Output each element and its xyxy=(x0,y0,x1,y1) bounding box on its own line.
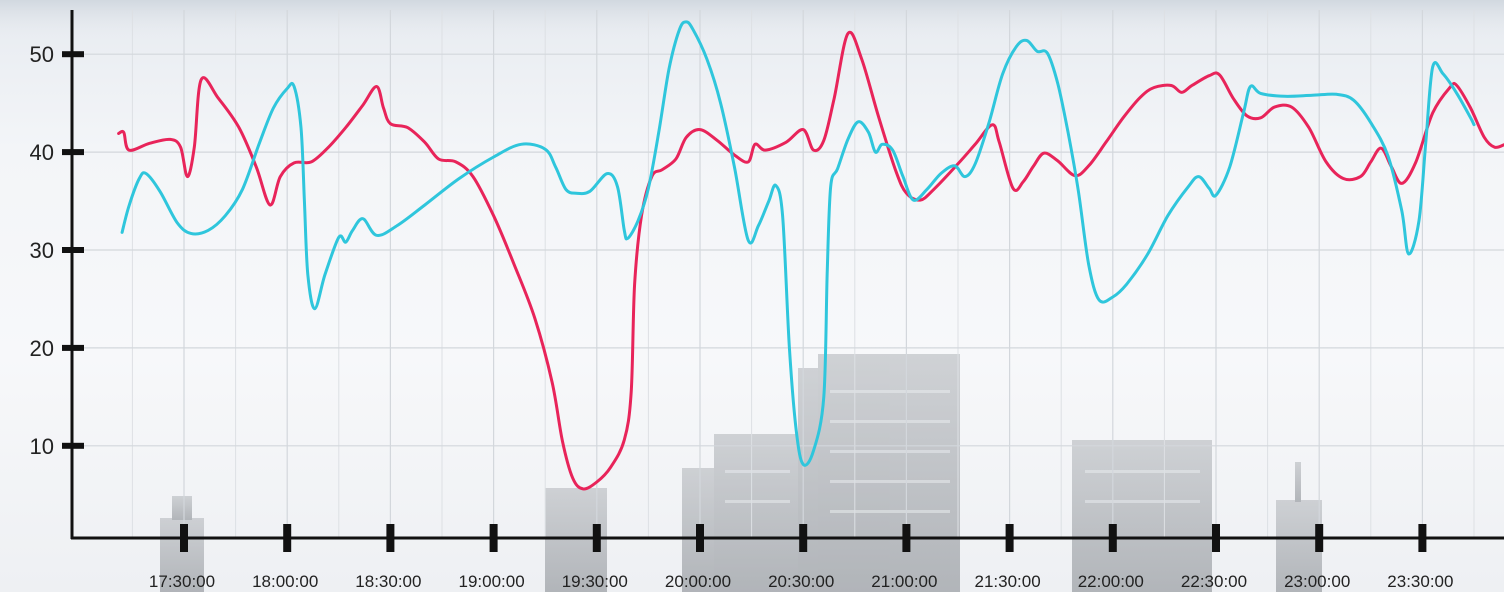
x-tick-label: 20:30:00 xyxy=(768,572,834,591)
x-tick-label: 21:30:00 xyxy=(975,572,1041,591)
x-tick-label: 23:30:00 xyxy=(1387,572,1453,591)
y-axis-ticks: 10 20 30 40 50 xyxy=(30,42,84,459)
x-tick-label: 19:30:00 xyxy=(562,572,628,591)
series-line-2 xyxy=(120,20,1476,467)
x-tick-label: 22:30:00 xyxy=(1181,572,1247,591)
x-tick-mark xyxy=(1315,524,1324,552)
x-tick-mark xyxy=(1108,524,1117,552)
y-tick-mark xyxy=(62,247,84,253)
y-tick-label: 50 xyxy=(30,42,54,67)
y-tick-label: 30 xyxy=(30,238,54,263)
x-tick-label: 21:00:00 xyxy=(871,572,937,591)
y-tick-mark xyxy=(62,149,84,156)
x-tick-label: 20:00:00 xyxy=(665,572,731,591)
x-tick-mark xyxy=(1418,524,1427,552)
x-tick-label: 17:30:00 xyxy=(149,572,215,591)
x-tick-mark xyxy=(180,524,188,552)
y-tick-label: 10 xyxy=(30,434,54,459)
x-axis-ticks: 17:30:00 18:00:00 18:30:00 19:00:00 19:30:00… xyxy=(149,524,1453,591)
y-tick-label: 40 xyxy=(30,140,54,165)
x-tick-mark xyxy=(1212,524,1220,552)
x-tick-mark xyxy=(696,524,704,552)
x-tick-mark xyxy=(386,524,395,552)
y-tick-mark xyxy=(62,51,84,58)
axes xyxy=(70,10,1504,540)
x-tick-mark xyxy=(283,524,292,552)
y-tick-mark xyxy=(62,344,84,351)
x-tick-mark xyxy=(1005,524,1014,552)
x-tick-label: 23:00:00 xyxy=(1284,572,1350,591)
series-line-1 xyxy=(117,30,1504,491)
x-tick-label: 18:00:00 xyxy=(252,572,318,591)
x-tick-mark xyxy=(489,524,498,552)
series-layer xyxy=(117,20,1504,491)
x-tick-mark xyxy=(592,524,601,552)
x-tick-label: 19:00:00 xyxy=(459,572,525,591)
x-tick-label: 22:00:00 xyxy=(1078,572,1144,591)
y-tick-mark xyxy=(62,442,84,449)
y-tick-label: 20 xyxy=(30,336,54,361)
x-tick-label: 18:30:00 xyxy=(355,572,421,591)
x-tick-mark xyxy=(902,524,911,552)
x-tick-mark xyxy=(799,524,808,552)
